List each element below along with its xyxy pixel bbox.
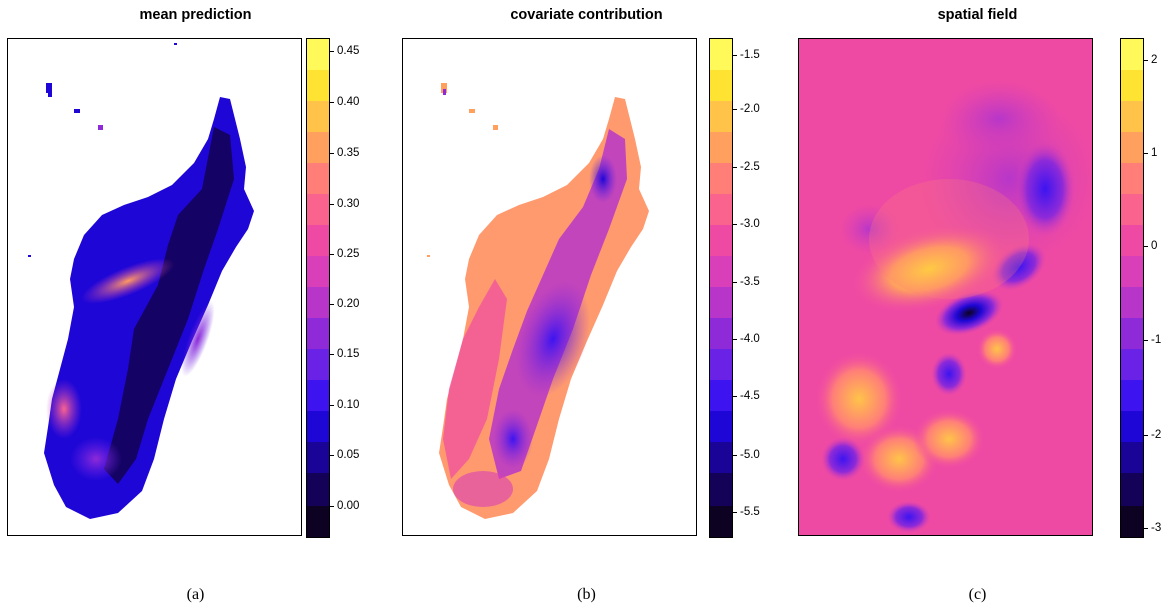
colorbar-tick-label: 0.00 (337, 500, 360, 512)
colorbar-tick-label: 0.25 (337, 248, 360, 260)
panel-covariate-contribution: covariate contribution (391, 0, 782, 609)
colorbar-tick-label: 0.20 (337, 298, 360, 310)
colorbar-tick-label: 0.30 (337, 198, 360, 210)
colorbar-tick-label: 0 (1151, 240, 1158, 252)
colorbar-tick-label: -1.5 (740, 49, 760, 61)
colorbar-tick-label: -4.0 (740, 333, 760, 345)
colorbar-tick-label: 0.35 (337, 147, 360, 159)
spatial-field-map (798, 38, 1093, 536)
colorbar-tick-label: -5.0 (740, 449, 760, 461)
madagascar-map (402, 38, 697, 536)
panel-title: spatial field (937, 7, 1018, 23)
colorbar-tick-label: -4.5 (740, 390, 760, 402)
colorbar-tick-label: 1 (1151, 147, 1158, 159)
panel-caption: (b) (577, 586, 596, 603)
colorbar-tick-label: -2 (1151, 429, 1162, 441)
colorbar-tick-label: 0.40 (337, 96, 360, 108)
colorbar-tick-label: -3 (1151, 522, 1162, 534)
colorbar-tick-label: -1 (1151, 334, 1162, 346)
colorbar (709, 38, 733, 538)
madagascar-map (7, 38, 302, 536)
panel-title: covariate contribution (510, 7, 663, 23)
colorbar (1120, 38, 1144, 538)
colorbar-tick-label: -3.0 (740, 218, 760, 230)
panel-mean-prediction: mean prediction (0, 0, 391, 609)
colorbar-tick-label: -5.5 (740, 506, 760, 518)
panel-caption: (c) (968, 586, 987, 603)
colorbar-tick-label: 0.10 (337, 399, 360, 411)
colorbar (306, 38, 330, 538)
panel-spatial-field: spatial field (782, 0, 1173, 609)
colorbar-tick-label: 0.05 (337, 449, 360, 461)
colorbar-tick-label: 0.45 (337, 45, 360, 57)
colorbar-tick-label: 2 (1151, 54, 1158, 66)
colorbar-tick-label: 0.15 (337, 348, 360, 360)
colorbar-tick-label: -2.0 (740, 103, 760, 115)
colorbar-tick-label: -3.5 (740, 276, 760, 288)
panel-caption: (a) (186, 586, 205, 603)
colorbar-tick-label: -2.5 (740, 161, 760, 173)
panel-title: mean prediction (139, 7, 252, 23)
